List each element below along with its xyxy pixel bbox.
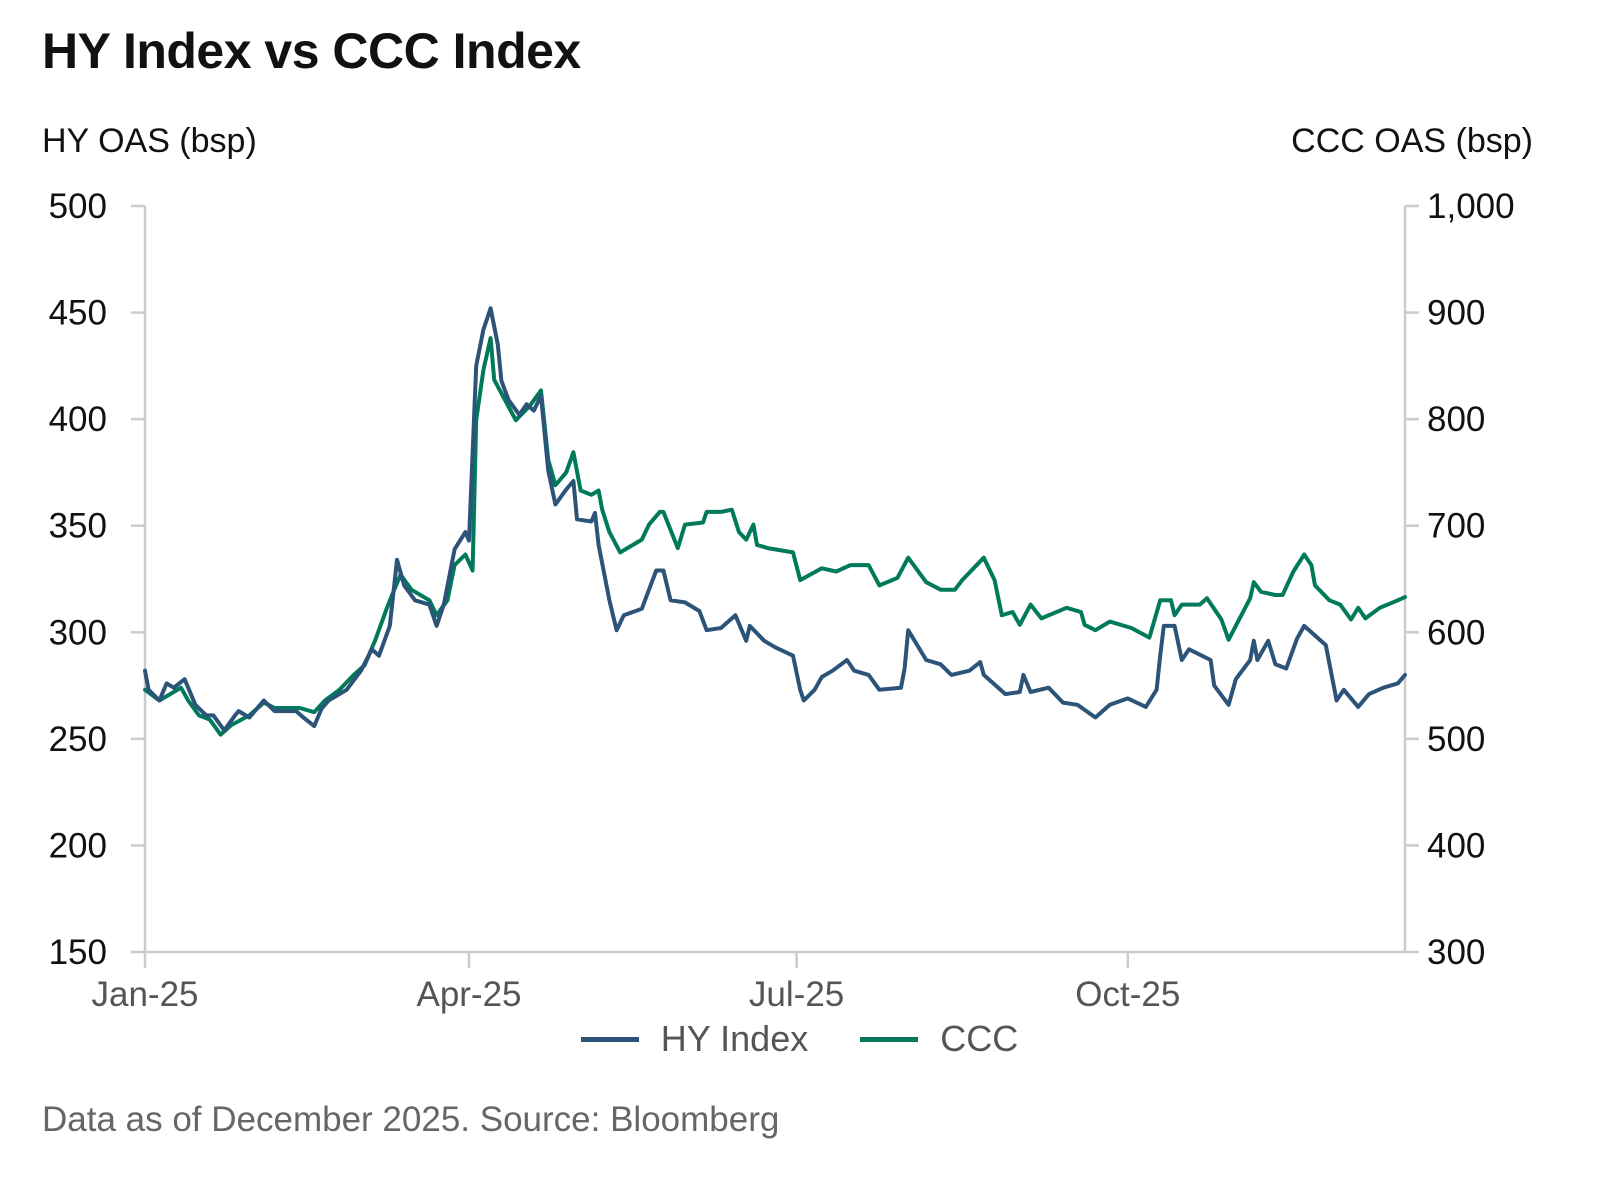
x-tick-label: Apr-25	[416, 975, 521, 1014]
legend-item-ccc: CCC	[860, 1018, 1018, 1060]
legend-label-ccc: CCC	[940, 1018, 1019, 1059]
left-tick-label: 500	[49, 187, 107, 226]
x-tick-label: Jul-25	[749, 975, 844, 1014]
left-tick-label: 350	[49, 507, 107, 546]
right-tick-label: 400	[1427, 826, 1485, 865]
right-tick-label: 900	[1427, 294, 1485, 333]
right-tick-label: 1,000	[1427, 187, 1515, 226]
series-line-ccc	[143, 336, 1407, 737]
chart-title: HY Index vs CCC Index	[42, 23, 581, 79]
source-note: Data as of December 2025. Source: Bloomb…	[42, 1100, 780, 1139]
series-line-hy-index	[143, 306, 1407, 733]
legend-swatch-ccc	[860, 1036, 919, 1042]
left-tick-label: 400	[49, 400, 107, 439]
left-tick-label: 200	[49, 826, 107, 865]
legend-swatch-hy	[580, 1036, 639, 1042]
legend: HY Index CCC	[0, 1018, 1599, 1060]
right-tick-label: 300	[1427, 933, 1485, 972]
right-tick-label: 600	[1427, 613, 1485, 652]
right-axis-label: CCC OAS (bsp)	[1291, 122, 1533, 160]
right-tick-label: 800	[1427, 400, 1485, 439]
left-tick-label: 450	[49, 294, 107, 333]
left-axis-label: HY OAS (bsp)	[42, 122, 257, 160]
x-tick-label: Jan-25	[91, 975, 198, 1014]
left-tick-label: 300	[49, 613, 107, 652]
legend-label-hy: HY Index	[660, 1018, 809, 1059]
legend-item-hy: HY Index	[580, 1018, 809, 1060]
left-tick-label: 150	[49, 933, 107, 972]
right-tick-label: 500	[1427, 720, 1485, 759]
left-tick-label: 250	[49, 720, 107, 759]
right-tick-label: 700	[1427, 507, 1485, 546]
x-tick-label: Oct-25	[1075, 975, 1180, 1014]
